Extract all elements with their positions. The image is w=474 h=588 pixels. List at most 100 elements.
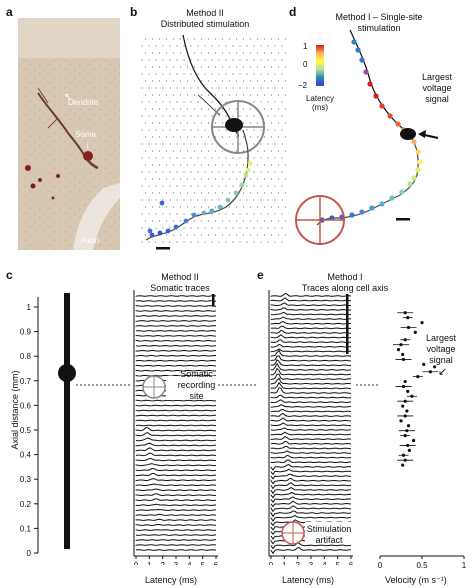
electrode-dot: [193, 108, 196, 110]
electrode-dot: [190, 87, 192, 89]
electrode-dot: [270, 164, 273, 166]
electrode-dot: [218, 73, 220, 75]
e-trace-line: [270, 450, 352, 454]
electrode-dot: [253, 59, 255, 61]
electrode-dot: [186, 136, 189, 138]
electrode-dot: [284, 94, 287, 96]
electrode-dot: [148, 143, 150, 145]
electrode-dot: [267, 129, 269, 131]
electrode-dot: [256, 94, 259, 96]
micrograph-svg: [18, 18, 120, 250]
electrode-dot: [214, 94, 217, 96]
electrode-dot: [228, 80, 231, 82]
electrode-dot: [165, 136, 168, 138]
electrode-dot: [263, 164, 266, 166]
c-trace-line: [135, 493, 217, 497]
e-trace-line: [270, 468, 352, 476]
electrode-dot: [270, 108, 273, 110]
electrode-dot: [249, 52, 252, 54]
electrode-dot: [151, 206, 154, 208]
electrode-dot: [190, 241, 192, 243]
electrode-dot: [235, 234, 238, 236]
c-trace-line: [135, 295, 217, 297]
c-site-label: Somatic recording site: [169, 369, 224, 402]
electrode-dot: [148, 185, 150, 187]
electrode-dot: [158, 108, 161, 110]
electrode-dot: [277, 80, 280, 82]
soma-marker: [58, 364, 76, 382]
electrode-dot: [284, 220, 287, 222]
electrode-dot: [277, 122, 280, 124]
electrode-dot: [228, 38, 231, 40]
latency-site-dot: [417, 159, 423, 165]
electrode-dot: [144, 192, 147, 194]
electrode-dot: [204, 59, 206, 61]
electrode-dot: [277, 206, 280, 208]
c-xlabel: Latency (ms): [145, 575, 198, 585]
electrode-dot: [155, 199, 157, 201]
electrode-dot: [256, 206, 259, 208]
colorbar: [316, 45, 324, 86]
electrode-dot: [141, 157, 143, 159]
electrode-dot: [158, 164, 161, 166]
c-ytick-label: 0.5: [20, 426, 32, 435]
electrode-dot: [211, 241, 213, 243]
electrode-dot: [165, 206, 168, 208]
electrode-dot: [281, 227, 283, 229]
electrode-dot: [155, 129, 157, 131]
latency-site-dot: [389, 195, 395, 201]
electrode-dot: [281, 73, 283, 75]
e-trace-line: [270, 394, 352, 399]
velocity-point: [406, 424, 411, 428]
electrode-dot: [218, 185, 220, 187]
electrode-dot: [249, 192, 252, 194]
electrode-dot: [277, 38, 280, 40]
electrode-dot: [232, 87, 234, 89]
electrode-dot: [246, 227, 248, 229]
electrode-dot: [197, 115, 199, 117]
electrode-dot: [162, 171, 164, 173]
electrode-dot: [211, 157, 213, 159]
electrode-dot: [225, 213, 227, 215]
electrode-dot: [207, 178, 210, 180]
electrode-dot: [179, 80, 182, 82]
e-trace-line: [270, 349, 352, 357]
latency-site-dot: [367, 81, 373, 87]
electrode-dot: [190, 115, 192, 117]
electrode-dot: [281, 59, 283, 61]
electrode-dot: [176, 143, 178, 145]
electrode-dot: [207, 206, 210, 208]
electrode-dot: [200, 122, 203, 124]
e-xlabel: Latency (ms): [282, 575, 335, 585]
electrode-dot: [169, 171, 171, 173]
c-ytick-label: 0: [27, 549, 32, 558]
colorbar-label: Latency (ms): [305, 94, 335, 112]
electrode-dot: [151, 94, 154, 96]
electrode-dot: [190, 171, 192, 173]
electrode-dot: [270, 122, 273, 124]
electrode-dot: [228, 136, 231, 138]
electrode-dot: [186, 38, 189, 40]
panel-d-title: Method I – Single-site stimulation: [304, 12, 454, 34]
stimulated-site-dot: [239, 182, 245, 188]
c-trace-line: [135, 409, 217, 412]
electrode-dot: [242, 94, 245, 96]
electrode-dot: [277, 178, 280, 180]
electrode-dot: [165, 234, 168, 236]
c-trace-line: [135, 325, 217, 327]
electrode-dot: [267, 185, 269, 187]
e-trace-line: [270, 302, 351, 307]
electrode-dot: [232, 241, 234, 243]
electrode-dot: [169, 129, 171, 131]
electrode-dot: [270, 206, 273, 208]
electrode-dot: [284, 178, 287, 180]
electrode-dot: [221, 38, 224, 40]
e-artifact-label-line2: artifact: [315, 535, 343, 545]
c-trace-line: [135, 452, 217, 457]
e-trace-line: [270, 417, 352, 422]
electrode-dot: [165, 108, 168, 110]
electrode-dot: [141, 227, 143, 229]
electrode-dot: [165, 192, 168, 194]
electrode-dot: [274, 241, 276, 243]
electrode-dot: [242, 66, 245, 68]
